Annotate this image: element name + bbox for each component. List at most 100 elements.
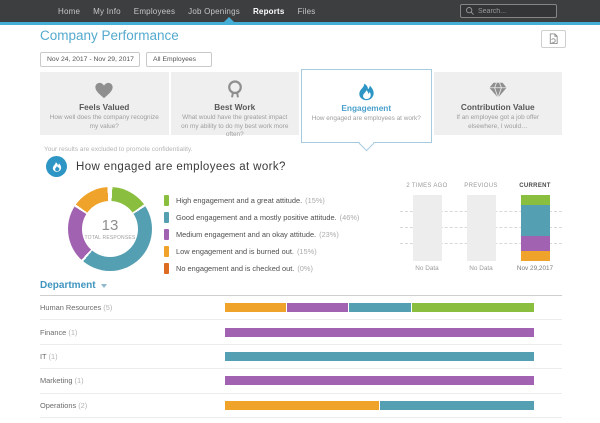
top-nav: Home My Info Employees Job Openings Repo… bbox=[0, 0, 600, 22]
history-column: PREVIOUS No Data bbox=[454, 183, 508, 272]
nav-item-reports[interactable]: Reports bbox=[252, 6, 285, 16]
tab-engagement[interactable]: Engagement How engaged are employees at … bbox=[301, 69, 432, 151]
heart-icon bbox=[40, 78, 169, 101]
department-name: Operations (2) bbox=[40, 400, 88, 410]
legend-color-chip bbox=[164, 229, 169, 240]
report-filters: Nov 24, 2017 - Nov 29, 2017 All Employee… bbox=[40, 52, 212, 67]
employee-filter[interactable]: All Employees bbox=[146, 52, 212, 67]
legend-color-chip bbox=[164, 212, 169, 223]
bar-segment bbox=[380, 400, 534, 410]
legend-color-chip bbox=[164, 195, 169, 206]
department-row: Marketing (1) bbox=[40, 369, 562, 394]
selected-tab-notch bbox=[358, 135, 375, 151]
page-title: Company Performance bbox=[40, 28, 179, 43]
history-stacked-bar bbox=[520, 195, 550, 261]
history-chart: 2 TIMES AGO No Data PREVIOUS No Data CURRENT… bbox=[400, 183, 562, 277]
history-nodata-bar bbox=[412, 195, 442, 261]
engagement-section-header: How engaged are employees at work? bbox=[46, 156, 286, 177]
department-row: Human Resources (5) bbox=[40, 296, 562, 321]
export-report-icon bbox=[549, 33, 558, 45]
search-input[interactable] bbox=[478, 7, 552, 15]
tab-best-work[interactable]: Best Work What would have the greatest i… bbox=[170, 72, 300, 138]
nav-item-home[interactable]: Home bbox=[58, 6, 81, 16]
bar-segment bbox=[225, 327, 534, 337]
tab-engagement-label: Engagement bbox=[341, 103, 392, 113]
nav-item-files[interactable]: Files bbox=[297, 6, 316, 16]
legend-percentage: (46%) bbox=[339, 213, 360, 222]
department-count: (1) bbox=[68, 327, 78, 337]
department-divider bbox=[40, 295, 562, 296]
search-icon bbox=[466, 7, 474, 15]
tab-feels-valued-label: Feels Valued bbox=[79, 102, 130, 112]
history-column-header: CURRENT bbox=[519, 183, 551, 189]
department-rows: Human Resources (5) Finance (1) IT (1) Mark… bbox=[40, 296, 562, 418]
department-sort-header[interactable]: Department bbox=[40, 280, 107, 291]
department-header-label: Department bbox=[40, 280, 96, 291]
bar-segment bbox=[225, 351, 534, 361]
department-row: Operations (2) bbox=[40, 394, 562, 418]
engagement-donut-chart: 13 TOTAL RESPONSES bbox=[68, 187, 152, 271]
chevron-down-icon bbox=[100, 283, 107, 288]
department-name: IT (1) bbox=[40, 351, 58, 361]
legend-item: High engagement and a great attitude. (15… bbox=[164, 192, 359, 209]
department-name: Human Resources (5) bbox=[40, 303, 113, 313]
gem-icon bbox=[434, 78, 563, 101]
department-bar bbox=[225, 303, 535, 313]
department-bar bbox=[225, 400, 534, 410]
history-column-label: Nov 29,2017 bbox=[516, 265, 554, 272]
medal-icon bbox=[171, 78, 300, 101]
flame-badge-icon bbox=[46, 156, 67, 177]
bar-segment bbox=[520, 235, 550, 251]
legend-percentage: (0%) bbox=[297, 264, 313, 273]
history-column-label: No Data bbox=[415, 265, 439, 272]
legend-color-chip bbox=[164, 263, 169, 274]
legend-item: Medium engagement and an okay attitude.(… bbox=[164, 226, 359, 243]
flame-icon bbox=[302, 79, 431, 102]
date-range-filter[interactable]: Nov 24, 2017 - Nov 29, 2017 bbox=[40, 52, 140, 67]
bar-segment bbox=[520, 205, 550, 236]
tab-feels-valued-question: How well does the company recognize my v… bbox=[49, 114, 159, 130]
engagement-legend: High engagement and a great attitude. (15… bbox=[164, 192, 359, 277]
department-row: IT (1) bbox=[40, 345, 562, 370]
search-box[interactable] bbox=[460, 4, 557, 18]
section-title: How engaged are employees at work? bbox=[76, 160, 286, 173]
legend-label: Good engagement and a mostly positive at… bbox=[176, 213, 337, 222]
nav-item-my-info[interactable]: My Info bbox=[93, 6, 121, 16]
nav-accent-bar bbox=[0, 17, 600, 25]
bar-segment bbox=[349, 303, 411, 313]
tab-contribution-value-label: Contribution Value bbox=[460, 102, 535, 112]
active-tab-caret bbox=[224, 17, 234, 22]
bar-segment bbox=[411, 303, 535, 313]
department-bar bbox=[225, 376, 534, 386]
department-bar bbox=[225, 351, 534, 361]
bar-segment bbox=[287, 303, 349, 313]
tab-contribution-value[interactable]: Contribution Value If an employee got a … bbox=[433, 72, 563, 135]
history-column-header: 2 TIMES AGO bbox=[406, 183, 448, 189]
nav-item-job-openings[interactable]: Job Openings bbox=[188, 6, 240, 16]
bar-segment bbox=[225, 303, 287, 313]
legend-label: Low engagement and is burned out. bbox=[176, 247, 294, 256]
legend-color-chip bbox=[164, 246, 169, 257]
export-report-button[interactable] bbox=[541, 30, 566, 48]
tab-contribution-value-question: If an employee got a job offer elsewhere… bbox=[456, 114, 540, 130]
tab-best-work-label: Best Work bbox=[214, 102, 256, 112]
tab-feels-valued[interactable]: Feels Valued How well does the company r… bbox=[40, 72, 169, 135]
history-column-header: PREVIOUS bbox=[464, 183, 498, 189]
total-responses-label: TOTAL RESPONSES bbox=[84, 234, 136, 241]
history-nodata-bar bbox=[466, 195, 496, 261]
total-responses-value: 13 bbox=[101, 216, 119, 234]
legend-percentage: (23%) bbox=[319, 230, 339, 239]
history-column: CURRENT Nov 29,2017 bbox=[508, 183, 562, 272]
history-column: 2 TIMES AGO No Data bbox=[400, 183, 454, 272]
confidentiality-note: Your results are excluded to promote con… bbox=[44, 146, 193, 153]
legend-label: Medium engagement and an okay attitude. bbox=[176, 230, 317, 239]
bar-segment bbox=[225, 400, 379, 410]
history-column-label: No Data bbox=[469, 265, 493, 272]
legend-percentage: (15%) bbox=[296, 247, 317, 256]
tab-best-work-question: What would have the greatest impact on m… bbox=[181, 114, 289, 139]
bar-segment bbox=[520, 195, 550, 205]
nav-item-employees[interactable]: Employees bbox=[133, 6, 176, 16]
department-row: Finance (1) bbox=[40, 320, 562, 345]
nav-menu: Home My Info Employees Job Openings Repo… bbox=[0, 7, 315, 16]
